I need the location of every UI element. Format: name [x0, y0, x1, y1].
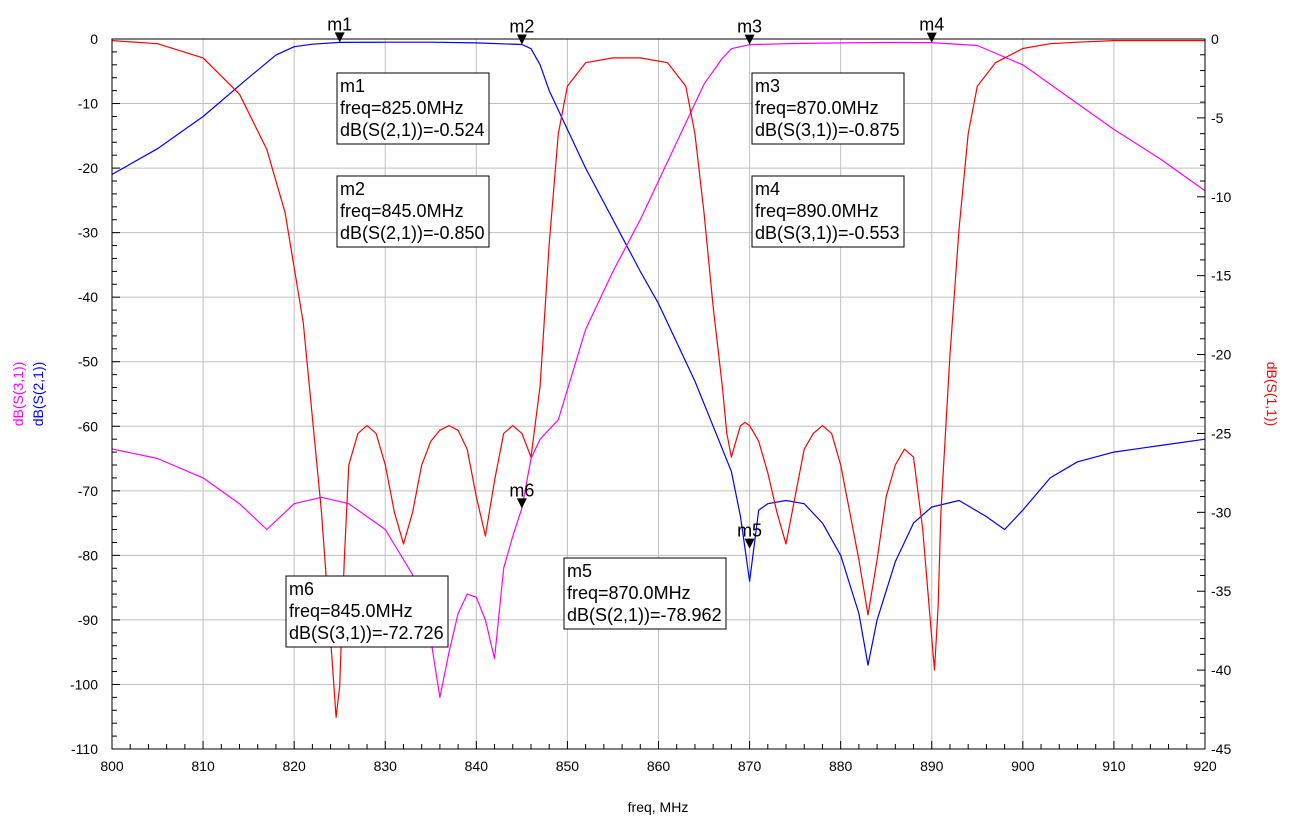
y-left-tick-label: -50	[78, 354, 98, 370]
readout-box	[285, 575, 449, 648]
series-layer	[111, 39, 1206, 719]
y-right-tick-label: -15	[1211, 268, 1231, 284]
x-tick-label: 850	[556, 758, 580, 774]
readout-line: dB(S(3,1))=-0.875	[755, 120, 900, 140]
readout-line: freq=870.0MHz	[755, 98, 879, 118]
series-line-db-s-3-1	[111, 41, 1206, 699]
y-right-tick-label: -20	[1211, 347, 1231, 363]
y-right-tick-label: -5	[1211, 110, 1224, 126]
y-right-tick-label: -45	[1211, 741, 1231, 757]
readout-box	[751, 72, 905, 145]
readout-box	[563, 557, 727, 630]
readout-box	[336, 72, 490, 145]
y-right-tick-label: -35	[1211, 583, 1231, 599]
marker-m3-triangle	[744, 34, 755, 45]
y-left-tick-label: -60	[78, 418, 98, 434]
readout-line: dB(S(3,1))=-0.553	[755, 223, 900, 243]
minor-ticks	[111, 38, 1206, 750]
readout-line: dB(S(2,1))=-0.850	[340, 223, 485, 243]
readout-box	[751, 175, 905, 248]
y-right-tick-label: -25	[1211, 425, 1231, 441]
x-tick-label: 870	[738, 758, 762, 774]
marker-readouts: m1freq=825.0MHzdB(S(2,1))=-0.524m2freq=8…	[285, 72, 905, 648]
y-left-tick-labels: 0 -10 -20 -30 -40 -50 -60 -70 -80 -90 -100 -110	[70, 31, 98, 757]
marker-m4-label: m4	[919, 15, 944, 35]
y-right-tick-label: 0	[1211, 31, 1219, 47]
readout-line: freq=825.0MHz	[340, 98, 464, 118]
series-line-db-s-2-1	[111, 41, 1206, 666]
x-tick-label: 900	[1011, 758, 1035, 774]
x-tick-label: 800	[100, 758, 124, 774]
x-tick-label: 810	[191, 758, 215, 774]
marker-m2-triangle	[516, 34, 527, 45]
y-left-tick-label: -40	[78, 289, 98, 305]
marker-m5-triangle	[744, 538, 755, 549]
y-left-tick-label: -30	[78, 225, 98, 241]
y-left-tick-label: -10	[78, 96, 98, 112]
readout-line: freq=845.0MHz	[340, 201, 464, 221]
y-right-tick-label: -40	[1211, 662, 1231, 678]
plot-frame	[111, 38, 1206, 750]
y-left-tick-label: 0	[90, 31, 98, 47]
grid	[111, 38, 1206, 750]
y-left-label-s31: dB(S(3,1))	[10, 362, 26, 427]
readout-line: m1	[340, 76, 365, 96]
x-axis-label: freq, MHz	[628, 799, 689, 815]
x-tick-label: 890	[920, 758, 944, 774]
x-tick-label: 840	[465, 758, 489, 774]
y-left-label-s21: dB(S(2,1))	[30, 362, 46, 427]
y-left-tick-label: -110	[71, 741, 98, 757]
x-tick-label: 820	[282, 758, 306, 774]
x-tick-labels: 800 810 820 830 840 850 860 870 880 890 900 910 920	[100, 758, 1217, 774]
marker-m6-label: m6	[509, 480, 534, 500]
marker-m2-label: m2	[509, 16, 534, 36]
readout-line: m6	[289, 579, 314, 599]
readout-line: dB(S(2,1))=-78.962	[567, 605, 722, 625]
readout-line: m4	[755, 179, 780, 199]
y-right-tick-labels: 0 -5 -10 -15 -20 -25 -30 -35 -40 -45	[1211, 31, 1231, 757]
y-right-tick-label: -10	[1211, 189, 1231, 205]
y-right-label-s11: dB(S(1,1))	[1264, 362, 1280, 427]
y-left-tick-label: -70	[78, 483, 98, 499]
readout-line: freq=890.0MHz	[755, 201, 879, 221]
x-tick-label: 830	[374, 758, 398, 774]
markers: m1 m2 m3 m4 m5 m6	[327, 14, 944, 549]
readout-line: m5	[567, 561, 592, 581]
marker-m5-label: m5	[737, 521, 762, 541]
marker-m6-triangle	[516, 498, 527, 509]
marker-m1-triangle	[334, 32, 345, 43]
readout-line: m2	[340, 179, 365, 199]
x-tick-label: 880	[829, 758, 853, 774]
x-tick-label: 920	[1193, 758, 1217, 774]
y-left-tick-label: -100	[70, 676, 98, 692]
readout-line: dB(S(2,1))=-0.524	[340, 120, 485, 140]
readout-line: freq=845.0MHz	[289, 601, 413, 621]
marker-m3-label: m3	[737, 17, 762, 37]
series-line-db-s-1-1	[111, 39, 1205, 719]
x-tick-label: 860	[647, 758, 671, 774]
readout-box	[336, 175, 490, 248]
x-tick-label: 910	[1102, 758, 1126, 774]
y-left-tick-label: -80	[78, 547, 98, 563]
readout-line: dB(S(3,1))=-72.726	[289, 623, 444, 643]
y-left-tick-label: -20	[78, 160, 98, 176]
y-right-tick-label: -30	[1211, 504, 1231, 520]
marker-m4-triangle	[926, 32, 937, 43]
readout-line: m3	[755, 76, 780, 96]
readout-line: freq=870.0MHz	[567, 583, 691, 603]
marker-m1-label: m1	[327, 14, 352, 34]
y-left-tick-label: -90	[78, 612, 98, 628]
